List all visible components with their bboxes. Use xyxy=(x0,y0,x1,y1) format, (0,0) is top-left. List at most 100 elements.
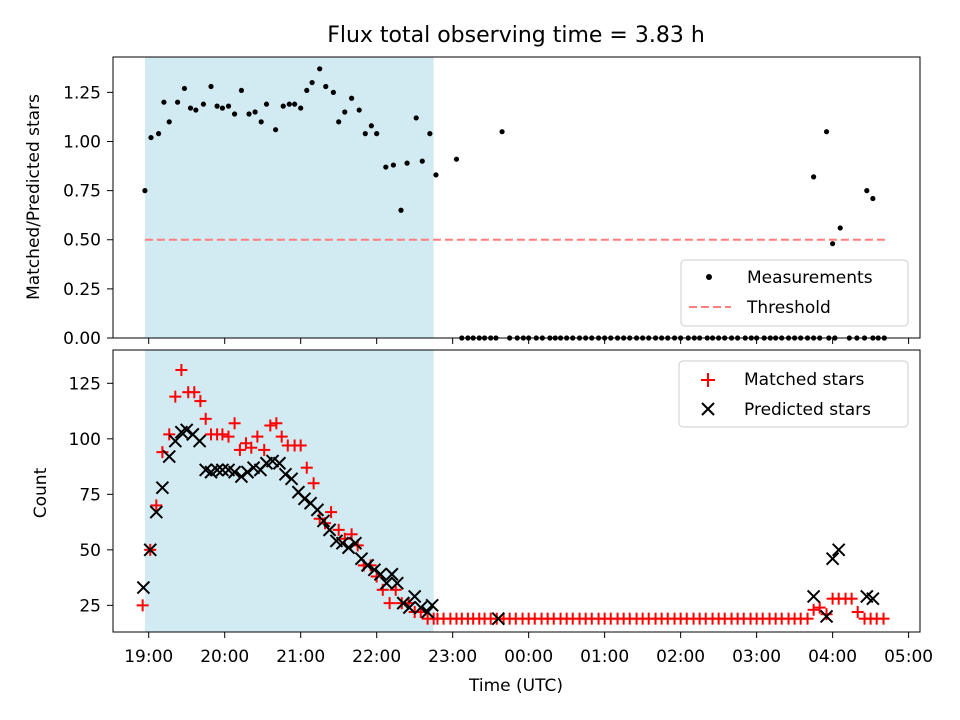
measurement-point xyxy=(864,188,870,194)
predicted-star-point xyxy=(866,591,880,606)
matched-star-point xyxy=(264,419,277,432)
measurement-point xyxy=(155,131,162,137)
predicted-star-point xyxy=(825,552,840,566)
predicted-star-point xyxy=(425,598,439,613)
predicted-star-points xyxy=(136,423,880,626)
x-tick-label: 20:00 xyxy=(200,647,249,667)
predicted-star-point xyxy=(341,540,356,555)
matched-star-point xyxy=(156,446,169,459)
predicted-star-point xyxy=(373,567,388,581)
measurement-point xyxy=(292,101,298,107)
x-tick-label: 03:00 xyxy=(732,647,781,667)
predicted-star-point xyxy=(155,480,170,495)
matched-star-point xyxy=(300,461,313,474)
predicted-star-point xyxy=(284,472,299,486)
measurement-point xyxy=(181,85,188,92)
matched-star-point xyxy=(216,428,229,441)
y-tick-label: 0.25 xyxy=(63,280,101,300)
matched-star-point xyxy=(228,417,241,430)
y-tick-label: 0.75 xyxy=(63,182,101,202)
predicted-star-point xyxy=(210,463,224,477)
bottom-panel: 25 50 75 100 125 19:00 20:00 21:00 22:00 23:00 00… xyxy=(31,349,933,696)
measurement-point xyxy=(298,105,304,111)
measurement-point xyxy=(174,99,181,105)
measurement-point xyxy=(383,164,389,170)
measurement-point xyxy=(208,83,214,90)
measurement-point xyxy=(427,131,433,137)
y-tick-label: 1.00 xyxy=(63,132,101,152)
top-y-ticks: 0.00 0.25 0.50 0.75 1.00 1.25 xyxy=(63,83,113,349)
measurement-point xyxy=(225,103,232,109)
predicted-star-point xyxy=(831,543,846,557)
x-tick-label: 04:00 xyxy=(808,647,857,667)
matched-star-point xyxy=(845,592,858,605)
measurement-point xyxy=(823,129,830,135)
measurement-point xyxy=(837,225,843,231)
measurement-point xyxy=(342,109,348,115)
matched-star-point xyxy=(245,441,258,454)
predicted-star-point xyxy=(234,469,249,484)
measurement-point xyxy=(273,127,279,133)
measurement-point xyxy=(166,119,172,125)
measurement-point xyxy=(419,158,425,164)
measurement-point xyxy=(286,101,292,107)
matched-star-point xyxy=(383,597,396,610)
matched-star-point xyxy=(188,386,201,399)
measurement-point xyxy=(433,172,439,178)
measurement-point xyxy=(356,107,362,113)
predicted-star-point xyxy=(491,611,505,626)
predicted-star-point xyxy=(367,563,382,577)
bottom-legend-frame xyxy=(678,360,909,428)
measurement-point xyxy=(870,195,876,202)
predicted-star-point xyxy=(162,449,176,464)
measurement-point xyxy=(398,207,404,213)
x-axis-label: Time (UTC) xyxy=(468,676,563,696)
predicted-star-point xyxy=(819,609,834,624)
matched-star-point xyxy=(820,608,833,621)
legend-measurement-marker xyxy=(706,274,712,280)
measurement-point xyxy=(148,134,154,141)
predicted-star-point xyxy=(806,589,821,604)
matched-star-point xyxy=(294,439,307,452)
predicted-star-point xyxy=(390,576,404,590)
matched-star-point xyxy=(136,599,149,612)
measurement-point xyxy=(214,103,220,109)
top-legend: Measurements Threshold xyxy=(680,259,909,327)
measurement-point xyxy=(404,160,410,166)
measurement-point xyxy=(390,162,396,168)
predicted-star-point xyxy=(297,492,312,506)
measurement-point xyxy=(238,87,245,94)
predicted-star-point xyxy=(215,463,230,477)
matched-star-point xyxy=(163,428,176,441)
legend-predicted-label: Predicted stars xyxy=(744,400,871,420)
measurement-point xyxy=(811,174,817,180)
legend-measurements-label: Measurements xyxy=(747,268,873,288)
predicted-star-point xyxy=(192,434,207,448)
measurement-point xyxy=(499,129,505,135)
predicted-star-point xyxy=(335,536,350,550)
measurement-point xyxy=(252,109,258,115)
matched-star-point xyxy=(258,443,271,456)
matched-star-point xyxy=(851,606,864,619)
measurement-point xyxy=(219,105,226,111)
legend-predicted-marker xyxy=(701,402,715,416)
measurement-point xyxy=(263,101,270,107)
legend-threshold-label: Threshold xyxy=(746,298,831,318)
measurement-point xyxy=(187,105,194,111)
top-legend-frame xyxy=(680,259,909,327)
bottom-y-ticks: 25 50 75 100 125 xyxy=(69,374,113,616)
predicted-star-point xyxy=(272,456,287,470)
predicted-star-point xyxy=(385,567,399,581)
measurement-point xyxy=(304,87,310,94)
matched-star-point xyxy=(175,363,188,376)
x-tick-label: 00:00 xyxy=(504,647,553,667)
measurement-point xyxy=(336,119,342,125)
predicted-star-point xyxy=(414,600,428,615)
y-tick-label: 75 xyxy=(79,485,101,505)
predicted-star-point xyxy=(149,505,164,519)
y-tick-label: 25 xyxy=(79,596,101,616)
y-tick-label: 0.50 xyxy=(63,231,101,251)
predicted-star-point xyxy=(143,543,157,557)
matched-star-point xyxy=(877,612,890,625)
y-tick-label: 0.00 xyxy=(63,329,101,349)
